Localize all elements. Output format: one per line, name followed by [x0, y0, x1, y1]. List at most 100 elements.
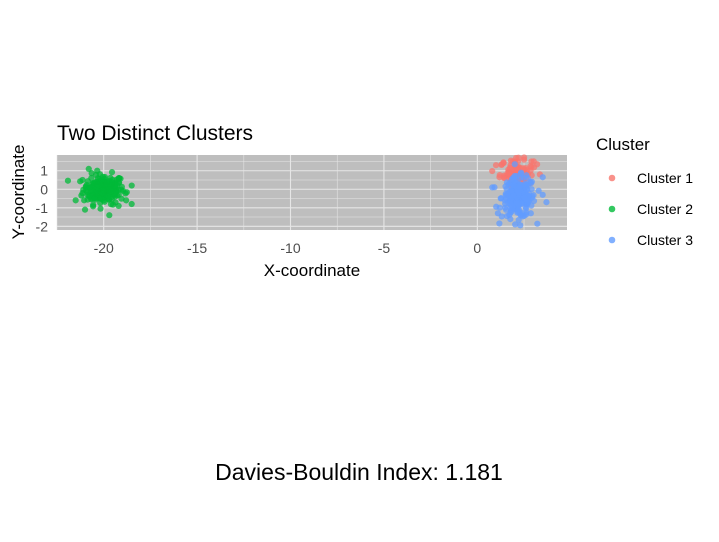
data-point	[528, 163, 535, 171]
y-axis-ticks: -2 -1 0 1	[36, 163, 49, 235]
data-point	[108, 169, 116, 176]
data-point	[535, 187, 542, 194]
legend-key	[608, 174, 616, 182]
data-point	[502, 204, 509, 211]
y-tick-label: 0	[40, 181, 48, 197]
data-point	[512, 221, 519, 228]
data-point	[527, 210, 534, 217]
data-point	[123, 189, 130, 196]
data-point	[115, 175, 122, 182]
x-axis-title: X-coordinate	[264, 261, 360, 280]
legend-item: Cluster 2	[608, 201, 693, 217]
y-tick-label: -1	[36, 200, 49, 216]
data-point	[106, 212, 113, 219]
major-gridlines	[57, 155, 567, 230]
data-point	[530, 197, 538, 205]
series-cluster-3	[489, 161, 550, 229]
series-cluster-2	[64, 165, 135, 219]
data-point	[517, 222, 524, 229]
data-point	[502, 183, 509, 190]
legend-title: Cluster	[596, 135, 650, 154]
data-point	[515, 189, 522, 196]
data-point	[511, 166, 518, 173]
data-point	[497, 195, 504, 202]
y-tick-label: -2	[36, 218, 49, 234]
x-tick-label: -10	[280, 240, 300, 256]
data-point	[85, 165, 92, 172]
data-point	[97, 205, 104, 212]
data-point	[86, 184, 93, 191]
data-point	[109, 201, 117, 208]
data-point	[539, 191, 546, 198]
data-point	[78, 192, 85, 199]
data-point	[118, 186, 125, 193]
data-point	[528, 158, 535, 165]
data-point	[494, 210, 501, 217]
data-point	[511, 161, 518, 168]
data-point	[115, 202, 122, 210]
data-point	[105, 196, 112, 203]
data-point	[500, 159, 507, 166]
data-point	[496, 204, 503, 211]
data-point	[100, 187, 107, 194]
data-point	[521, 194, 528, 201]
data-point	[123, 197, 130, 204]
data-point	[504, 191, 511, 198]
data-point	[492, 162, 500, 169]
legend-label: Cluster 3	[637, 232, 693, 248]
legend-item: Cluster 1	[608, 170, 693, 186]
x-tick-label: -5	[378, 240, 391, 256]
plot-panel	[57, 155, 567, 230]
data-point	[94, 181, 101, 188]
data-point	[98, 195, 105, 203]
data-point	[489, 184, 496, 191]
x-tick-label: -15	[187, 240, 207, 256]
data-point	[514, 209, 521, 216]
x-axis-ticks: -20 -15 -10 -5 0	[94, 240, 482, 256]
x-tick-label: 0	[473, 240, 481, 256]
data-point	[515, 216, 522, 224]
legend: Cluster 1 Cluster 2 Cluster 3	[608, 170, 693, 248]
chart-title: Two Distinct Clusters	[57, 122, 253, 145]
data-point	[86, 193, 93, 200]
data-points	[64, 154, 550, 229]
data-point	[508, 208, 515, 215]
data-point	[72, 197, 79, 204]
data-point	[496, 171, 503, 179]
x-tick-label: -20	[94, 240, 114, 256]
data-point	[507, 200, 514, 207]
data-point	[77, 178, 84, 185]
data-point	[128, 182, 135, 189]
data-point	[518, 200, 525, 207]
davies-bouldin-caption: Davies-Bouldin Index: 1.181	[215, 459, 503, 485]
legend-key	[608, 205, 616, 213]
data-point	[523, 186, 530, 194]
y-axis-title: Y-coordinate	[9, 145, 28, 240]
data-point	[543, 199, 550, 206]
data-point	[530, 191, 537, 199]
data-point	[89, 203, 97, 210]
data-point	[524, 174, 531, 182]
data-point	[539, 174, 546, 181]
data-point	[526, 197, 533, 204]
data-point	[496, 220, 503, 227]
data-point	[516, 183, 523, 191]
y-tick-label: 1	[40, 163, 48, 179]
data-point	[521, 180, 529, 187]
data-point	[534, 161, 541, 168]
data-point	[103, 180, 110, 187]
data-point	[523, 205, 530, 212]
data-point	[534, 220, 541, 227]
data-point	[64, 177, 72, 184]
data-point	[517, 169, 525, 176]
data-point	[510, 181, 517, 189]
legend-label: Cluster 2	[637, 201, 693, 217]
data-point	[510, 192, 517, 199]
data-point	[489, 167, 496, 175]
legend-item: Cluster 3	[608, 232, 693, 248]
data-point	[84, 178, 92, 185]
data-point	[81, 206, 89, 213]
legend-label: Cluster 1	[637, 170, 693, 186]
